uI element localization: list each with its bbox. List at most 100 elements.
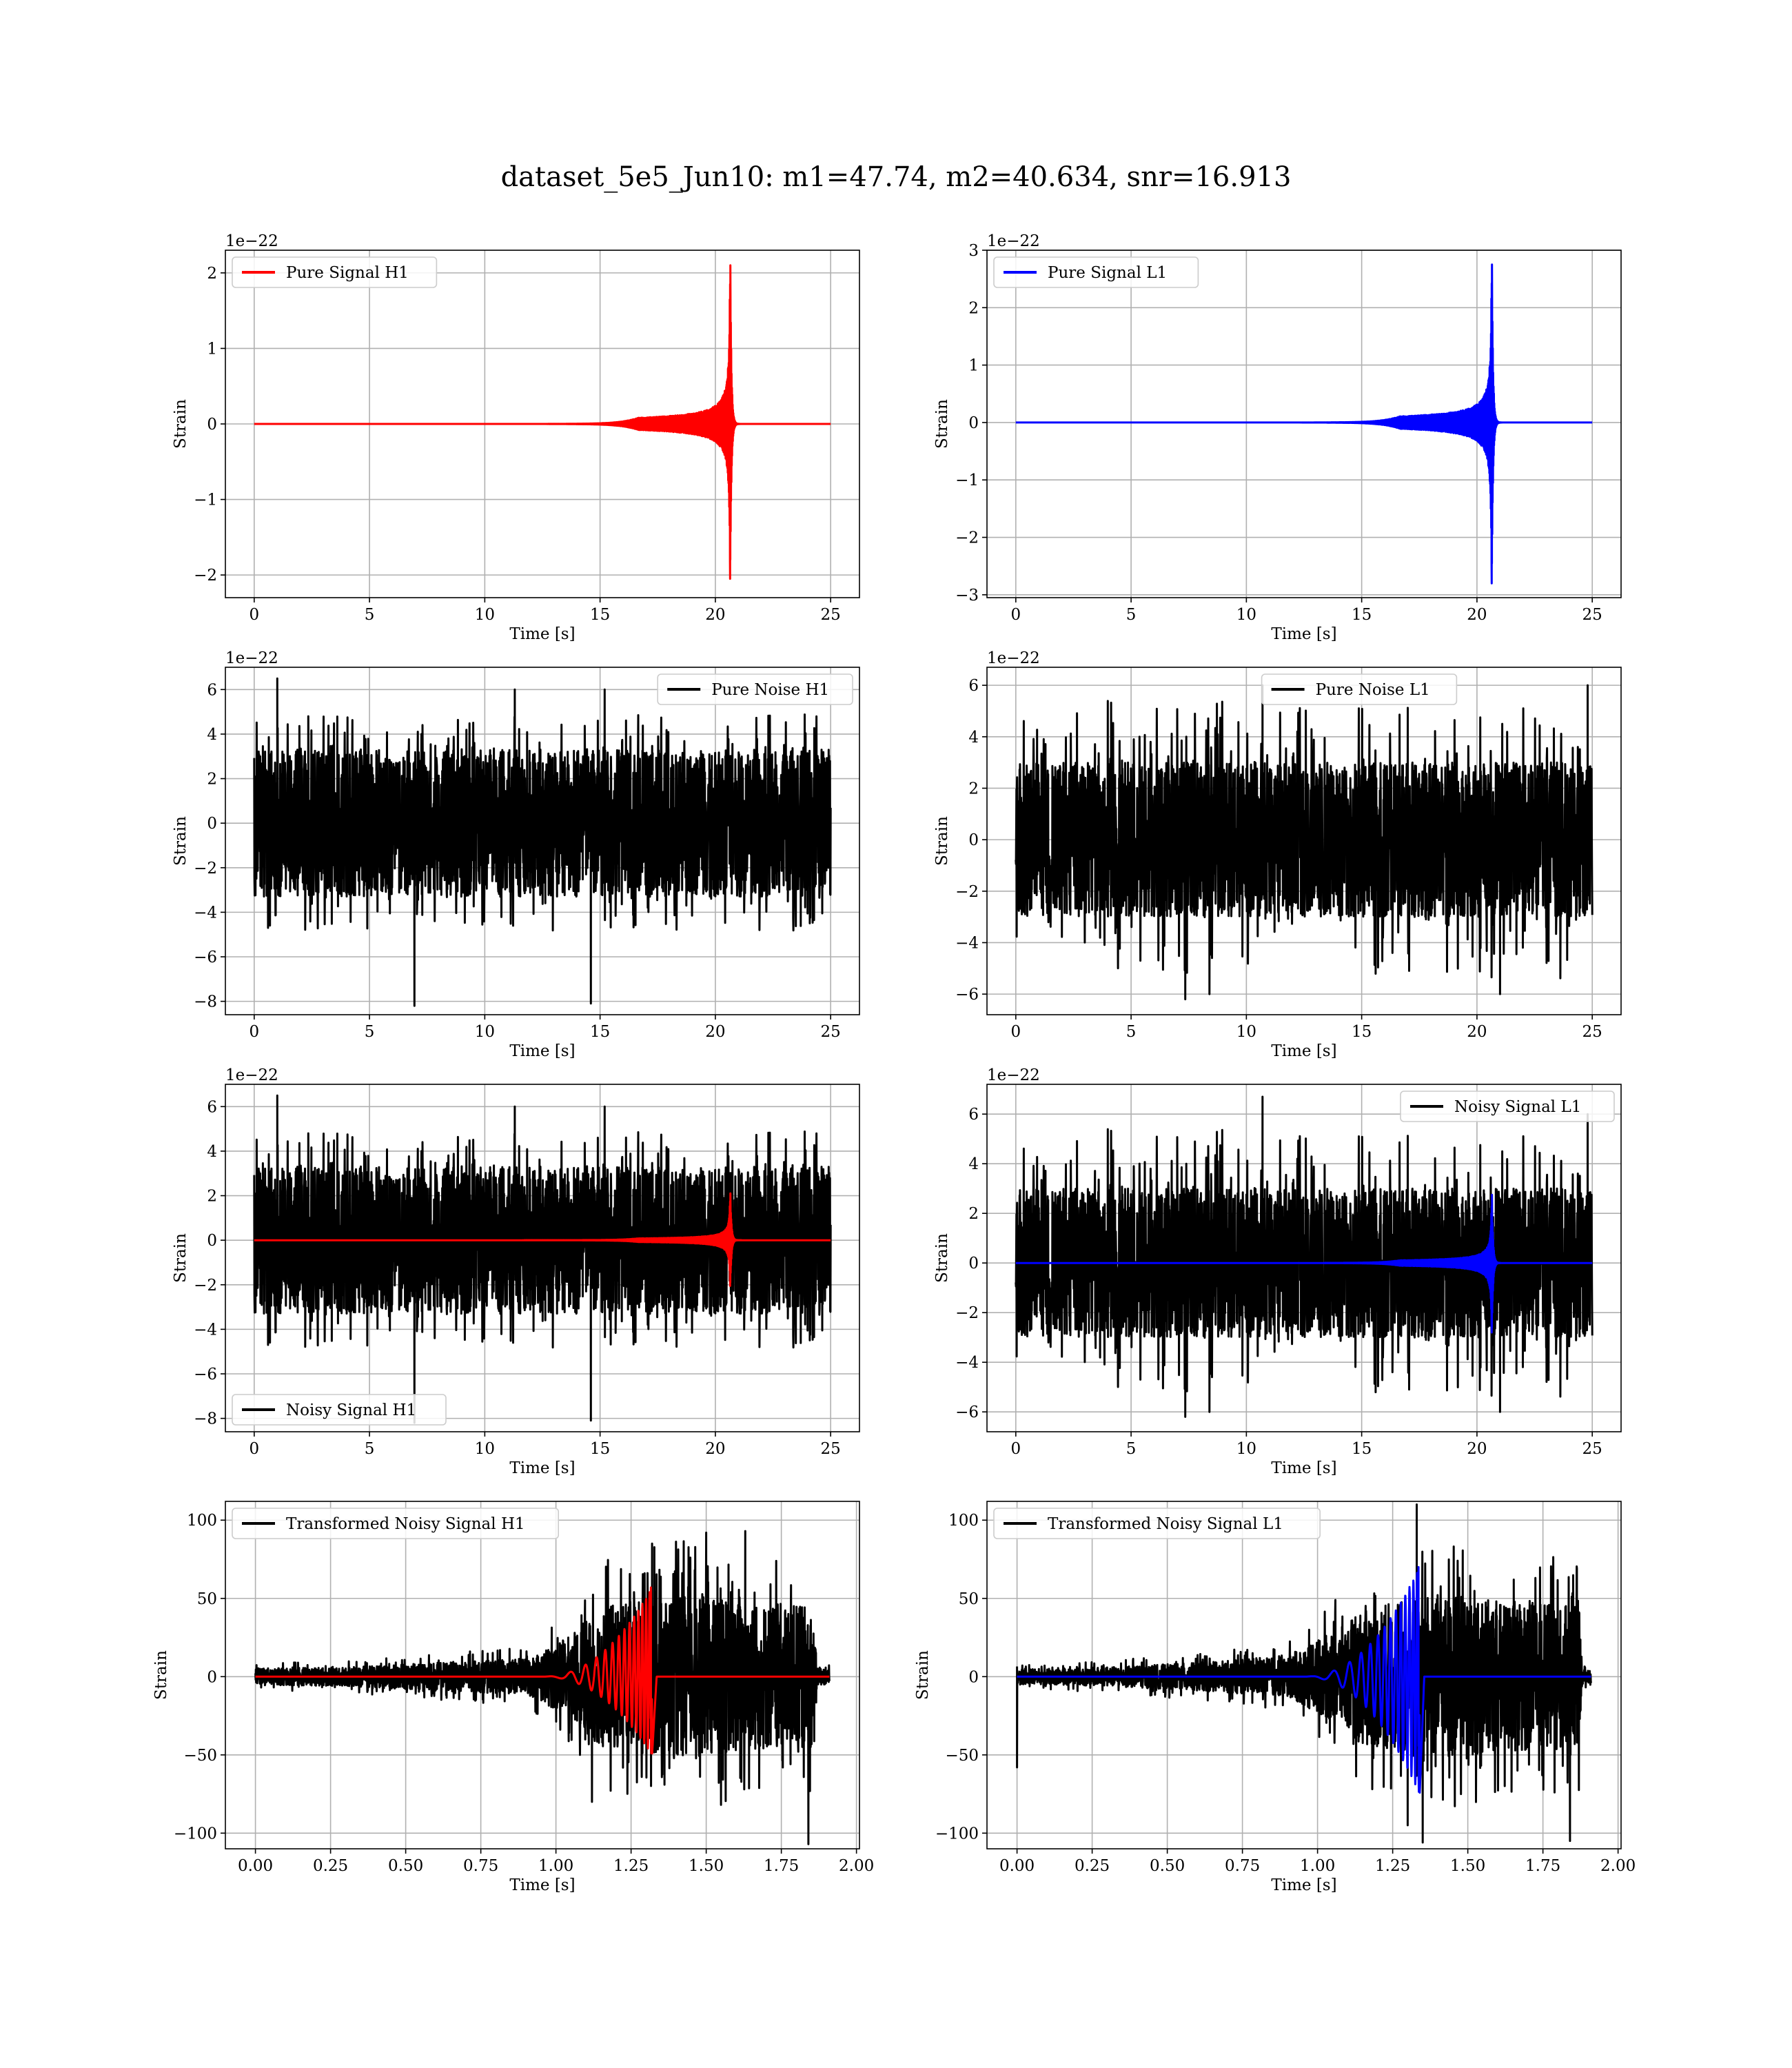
y-tick-label: −50 <box>945 1747 979 1765</box>
series-line-tchirp <box>1016 1565 1592 1794</box>
subplot-transformed-noisy-signal-l1: 0.00 0.25 0.50 0.75 1.00 1.25 1.50 1.75 2.00 Time… <box>914 1501 1636 1894</box>
y-tick-label: −100 <box>935 1825 979 1843</box>
series-line-noise <box>1015 1095 1594 1418</box>
legend-label: Transformed Noisy Signal H1 <box>286 1515 525 1533</box>
x-tick-label: 25 <box>1582 1440 1602 1458</box>
y-tick-label: 0 <box>207 1232 217 1250</box>
x-tick-label: 0 <box>249 1023 259 1041</box>
axes-frame <box>986 250 1622 598</box>
x-tick-label: 15 <box>1352 1440 1372 1458</box>
y-tick-label: −1 <box>194 491 217 509</box>
x-axis-label: Time [s] <box>1271 625 1336 643</box>
y-offset-text: 1e−22 <box>225 649 278 667</box>
y-tick-label: 4 <box>207 1143 217 1161</box>
y-axis: −8 −6 −4 −2 0 2 4 6 <box>194 681 225 1011</box>
y-tick-label: −2 <box>955 883 979 901</box>
x-tick-label: 1.25 <box>613 1857 649 1875</box>
x-tick-label: 0 <box>1010 1023 1021 1041</box>
series-line-tchirp <box>254 1586 831 1755</box>
plot-area <box>987 250 1621 598</box>
y-tick-label: −6 <box>955 986 979 1004</box>
series-group <box>254 1530 831 1845</box>
y-axis-label: Strain <box>933 816 951 866</box>
y-tick-label: 6 <box>968 677 979 695</box>
y-tick-label: 4 <box>207 726 217 744</box>
y-tick-label: 2 <box>968 299 979 317</box>
series-group <box>1015 263 1594 585</box>
legend: Noisy Signal L1 <box>1400 1091 1615 1122</box>
subplot-noisy-signal-h1: 0 5 10 15 20 25 Time [s] −8 −6 −4 −2 0 2 4 6 Strain 1e−2… <box>172 1066 860 1477</box>
x-tick-label: 15 <box>590 1023 610 1041</box>
x-axis: 0 5 10 15 20 25 <box>1010 1432 1602 1458</box>
y-tick-label: −4 <box>955 934 979 952</box>
x-tick-label: 5 <box>365 1440 375 1458</box>
y-axis-label: Strain <box>172 1233 190 1283</box>
x-tick-label: 25 <box>821 1023 841 1041</box>
legend-label: Pure Signal L1 <box>1048 264 1167 282</box>
y-tick-label: 3 <box>968 242 979 260</box>
subplot-pure-signal-l1: 0 5 10 15 20 25 Time [s] −3 −2 −1 0 1 2 3 Strain 1e−22 P… <box>933 232 1622 643</box>
y-tick-label: −6 <box>194 949 217 966</box>
y-tick-label: −4 <box>194 1321 217 1339</box>
x-tick-label: 0.75 <box>463 1857 498 1875</box>
y-tick-label: 1 <box>968 357 979 375</box>
axes-frame <box>225 1084 860 1432</box>
y-tick-label: 2 <box>207 771 217 789</box>
series-line-chirp <box>1015 263 1594 585</box>
x-axis-label: Time [s] <box>1271 1876 1336 1894</box>
subplot-pure-noise-h1: 0 5 10 15 20 25 Time [s] −8 −6 −4 −2 0 2 4 6 Strain 1e−2… <box>172 649 860 1060</box>
x-tick-label: 1.75 <box>764 1857 799 1875</box>
legend: Pure Noise L1 <box>1261 673 1458 705</box>
legend: Transformed Noisy Signal H1 <box>232 1508 560 1539</box>
legend: Pure Signal L1 <box>993 256 1199 288</box>
x-tick-label: 0.25 <box>1075 1857 1110 1875</box>
y-offset-text: 1e−22 <box>987 649 1040 667</box>
x-axis-label: Time [s] <box>509 1459 575 1477</box>
y-offset-text: 1e−22 <box>225 1066 278 1084</box>
y-tick-label: 1 <box>207 340 217 358</box>
series-line-chirp <box>253 1192 832 1287</box>
legend-label: Noisy Signal H1 <box>286 1401 416 1419</box>
legend-frame <box>1400 1091 1615 1122</box>
y-tick-label: 0 <box>968 1255 979 1273</box>
x-tick-label: 0.00 <box>999 1857 1035 1875</box>
x-tick-label: 5 <box>365 606 375 624</box>
subplot-noisy-signal-l1: 0 5 10 15 20 25 Time [s] −6 −4 −2 0 2 4 6 Strain 1e−22 N… <box>933 1066 1622 1477</box>
y-tick-label: 0 <box>207 416 217 434</box>
y-tick-label: 50 <box>197 1590 217 1608</box>
legend: Pure Noise H1 <box>657 673 853 705</box>
series-line-chirp <box>253 264 832 580</box>
legend: Noisy Signal H1 <box>232 1394 447 1426</box>
legend-frame <box>232 1394 447 1426</box>
y-axis: −2 −1 0 1 2 <box>194 265 225 585</box>
y-tick-label: −6 <box>955 1403 979 1421</box>
x-tick-label: 15 <box>590 1440 610 1458</box>
y-tick-label: 4 <box>968 1155 979 1173</box>
y-tick-label: 50 <box>959 1590 979 1608</box>
series-group <box>253 677 832 1007</box>
series-line-noise <box>253 677 832 1007</box>
x-tick-label: 5 <box>365 1023 375 1041</box>
legend-label: Noisy Signal L1 <box>1454 1098 1581 1116</box>
x-tick-label: 0.00 <box>238 1857 273 1875</box>
x-axis: 0 5 10 15 20 25 <box>1010 1015 1602 1041</box>
series-group <box>1015 1095 1594 1418</box>
y-tick-label: −2 <box>955 1304 979 1322</box>
x-tick-label: 1.25 <box>1375 1857 1410 1875</box>
x-tick-label: 0 <box>1010 1440 1021 1458</box>
x-tick-label: 2.00 <box>1600 1857 1636 1875</box>
x-tick-label: 0 <box>249 606 259 624</box>
y-axis-label: Strain <box>933 399 951 449</box>
axes-frame <box>986 667 1622 1015</box>
y-axis-label: Strain <box>172 399 190 449</box>
y-tick-label: 0 <box>968 414 979 432</box>
series-line-tnoise <box>1016 1503 1592 1844</box>
x-axis: 0 5 10 15 20 25 <box>249 1015 841 1041</box>
series-line-chirp <box>1015 1193 1594 1334</box>
y-offset-text: 1e−22 <box>225 232 278 250</box>
legend-frame <box>1261 673 1458 705</box>
x-tick-label: 5 <box>1126 1023 1137 1041</box>
y-tick-label: −4 <box>955 1354 979 1372</box>
